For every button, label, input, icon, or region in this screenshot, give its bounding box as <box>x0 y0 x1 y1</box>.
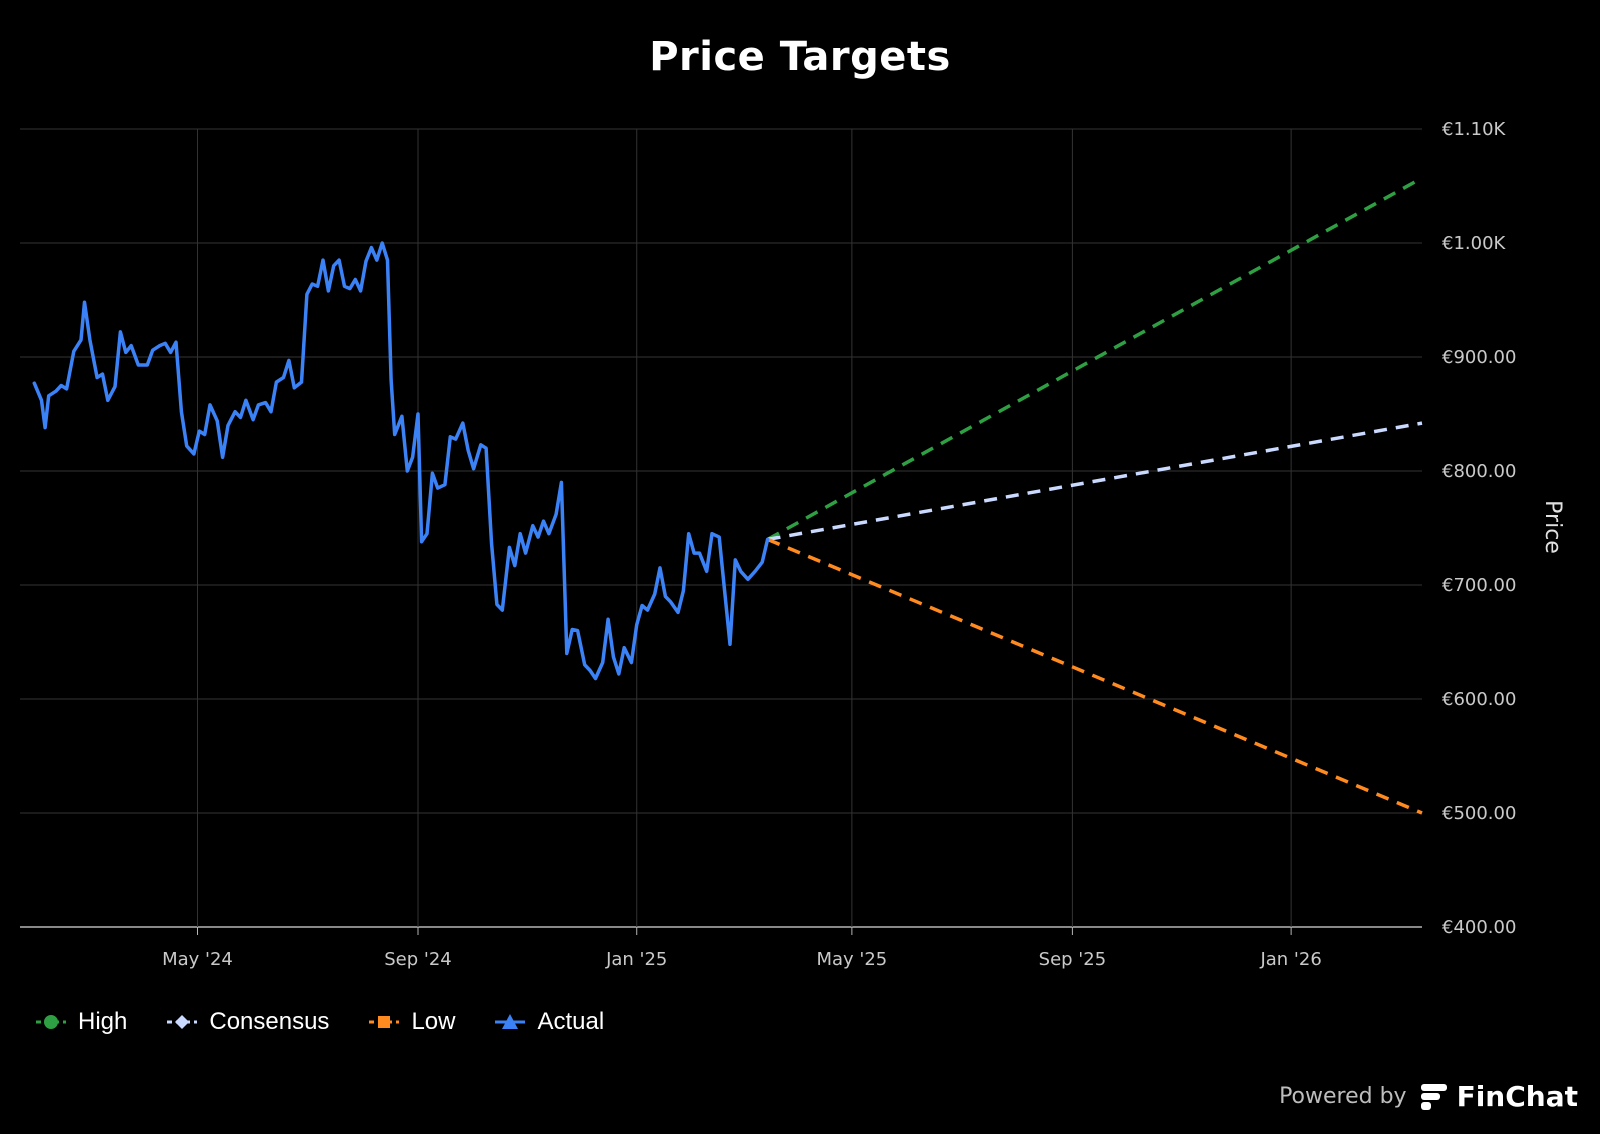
finchat-logo: FinChat <box>1419 1080 1578 1113</box>
x-tick-label: May '24 <box>162 949 233 970</box>
legend: High Consensus Low Actual <box>34 1008 642 1036</box>
x-tick-label: Sep '25 <box>1039 949 1107 970</box>
legend-item-low[interactable]: Low <box>367 1008 455 1036</box>
y-tick-label: €600.00 <box>1442 689 1516 710</box>
diamond-marker-icon <box>167 1015 198 1029</box>
series-actual-line <box>32 241 770 681</box>
powered-by-label: Powered by <box>1279 1084 1407 1109</box>
series-low-line <box>766 537 1423 815</box>
finchat-logo-icon <box>1420 1083 1447 1110</box>
finchat-brand-name: FinChat <box>1456 1080 1578 1113</box>
legend-label: High <box>78 1008 128 1035</box>
triangle-marker-icon <box>495 1014 526 1029</box>
price-targets-chart: €400.00 €500.00 €600.00 €700.00 €800.00 €900.… <box>20 119 1565 970</box>
branding[interactable]: Powered by FinChat <box>1279 1080 1578 1113</box>
y-tick-label: €1.00K <box>1442 233 1507 254</box>
y-tick-label: €1.10K <box>1442 119 1507 140</box>
x-tick-label: Jan '26 <box>1259 949 1321 970</box>
circle-marker-icon <box>36 1015 66 1029</box>
grid-layer <box>20 128 1422 935</box>
legend-item-actual[interactable]: Actual <box>493 1008 604 1036</box>
legend-item-high[interactable]: High <box>34 1008 127 1036</box>
series-high-line <box>766 176 1423 541</box>
series-layer <box>32 176 1423 815</box>
series-consensus-line <box>767 421 1423 542</box>
square-marker-icon <box>369 1016 400 1028</box>
y-tick-label: €800.00 <box>1442 461 1516 482</box>
y-tick-label: €900.00 <box>1442 347 1516 368</box>
legend-label: Consensus <box>209 1008 330 1035</box>
x-tick-label: Sep '24 <box>384 949 452 970</box>
y-axis-title: Price <box>1540 500 1565 554</box>
y-tick-label: €400.00 <box>1442 917 1516 938</box>
legend-label: Actual <box>537 1008 605 1035</box>
y-tick-label: €700.00 <box>1442 575 1516 596</box>
chart-title: Price Targets <box>649 34 951 80</box>
x-tick-label: Jan '25 <box>605 949 667 970</box>
legend-label: Low <box>411 1008 456 1035</box>
tick-layer: €400.00 €500.00 €600.00 €700.00 €800.00 €900.… <box>162 119 1516 970</box>
y-tick-label: €500.00 <box>1442 803 1516 824</box>
x-tick-label: May '25 <box>816 949 887 970</box>
legend-item-consensus[interactable]: Consensus <box>165 1008 329 1036</box>
